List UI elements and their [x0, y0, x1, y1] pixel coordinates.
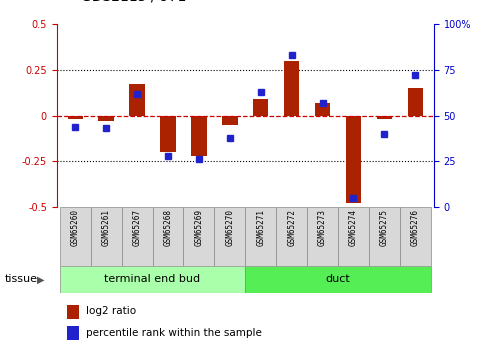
Bar — [276, 207, 307, 266]
Text: GSM65267: GSM65267 — [133, 209, 141, 246]
Bar — [60, 207, 91, 266]
Bar — [284, 61, 299, 116]
Bar — [400, 207, 431, 266]
Text: GSM65270: GSM65270 — [225, 209, 234, 246]
Text: log2 ratio: log2 ratio — [86, 306, 137, 315]
Text: GSM65276: GSM65276 — [411, 209, 420, 246]
Text: tissue: tissue — [5, 275, 38, 284]
Bar — [60, 266, 246, 293]
Bar — [222, 116, 238, 125]
Text: GSM65274: GSM65274 — [349, 209, 358, 246]
Bar — [245, 207, 276, 266]
Bar — [183, 207, 214, 266]
Bar — [408, 88, 423, 116]
Bar — [377, 116, 392, 119]
Text: GSM65261: GSM65261 — [102, 209, 110, 246]
Bar — [129, 85, 145, 116]
Bar — [191, 116, 207, 156]
Text: GDS2115 / 971: GDS2115 / 971 — [81, 0, 187, 3]
Text: GSM65260: GSM65260 — [70, 209, 80, 246]
Text: ▶: ▶ — [37, 275, 44, 284]
Bar — [253, 99, 269, 116]
Bar — [369, 207, 400, 266]
Text: GSM65268: GSM65268 — [164, 209, 173, 246]
Text: duct: duct — [326, 275, 351, 284]
Bar — [160, 116, 176, 152]
Bar — [338, 207, 369, 266]
Text: GSM65272: GSM65272 — [287, 209, 296, 246]
Text: GSM65271: GSM65271 — [256, 209, 265, 246]
Bar — [99, 116, 114, 121]
Bar — [346, 116, 361, 203]
Text: GSM65269: GSM65269 — [194, 209, 204, 246]
Bar — [91, 207, 122, 266]
Bar — [214, 207, 245, 266]
Bar — [122, 207, 152, 266]
Text: GSM65275: GSM65275 — [380, 209, 389, 246]
Text: terminal end bud: terminal end bud — [105, 275, 201, 284]
Text: percentile rank within the sample: percentile rank within the sample — [86, 328, 262, 338]
Text: GSM65273: GSM65273 — [318, 209, 327, 246]
Bar — [307, 207, 338, 266]
Bar — [152, 207, 183, 266]
Bar — [315, 103, 330, 116]
Bar — [68, 116, 83, 119]
Bar — [245, 266, 431, 293]
